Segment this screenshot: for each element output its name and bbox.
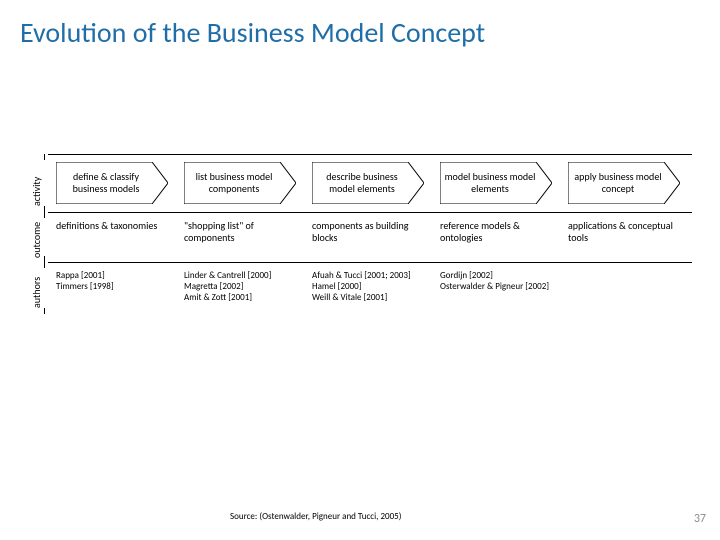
row-label-activity: activity [30, 177, 43, 206]
activity-text-3: describe business model elements [316, 164, 408, 202]
hline-mid [48, 212, 692, 213]
outcome-text-4: reference models & ontologies [440, 220, 552, 244]
activity-arrow-2: list business model components [184, 162, 296, 204]
activity-arrow-3: describe business model elements [312, 162, 424, 204]
activity-arrow-1: define & classify business models [56, 162, 168, 204]
tick [44, 308, 45, 314]
page-title: Evolution of the Business Model Concept [20, 18, 485, 49]
outcome-text-3: components as building blocks [312, 220, 424, 244]
row-label-outcome: outcome [30, 222, 43, 258]
activity-text-2: list business model components [188, 164, 280, 202]
source-citation: Source: (Ostenwalder, Pigneur and Tucci,… [230, 511, 401, 522]
activity-arrow-4: model business model elements [440, 162, 552, 204]
row-label-authors: authors [30, 277, 43, 308]
outcome-text-1: definitions & taxonomies [56, 220, 168, 232]
activity-text-5: apply business model concept [572, 164, 664, 202]
authors-text-4: Gordijn [2002]Osterwalder & Pigneur [200… [440, 270, 568, 292]
activity-text-1: define & classify business models [60, 164, 152, 202]
tick [44, 212, 45, 218]
authors-text-1: Rappa [2001]Timmers [1998] [56, 270, 184, 292]
authors-text-3: Afuah & Tucci [2001; 2003]Hamel [2000]We… [312, 270, 440, 303]
outcome-text-5: applications & conceptual tools [568, 220, 680, 244]
outcome-text-2: "shopping list" of components [184, 220, 296, 244]
tick [44, 154, 45, 160]
tick [44, 262, 45, 268]
page-number: 37 [694, 512, 706, 526]
hline-top [48, 154, 692, 155]
activity-arrow-5: apply business model concept [568, 162, 680, 204]
activity-text-4: model business model elements [444, 164, 536, 202]
authors-text-2: Linder & Cantrell [2000]Magretta [2002]A… [184, 270, 312, 303]
hline-low [48, 262, 692, 263]
